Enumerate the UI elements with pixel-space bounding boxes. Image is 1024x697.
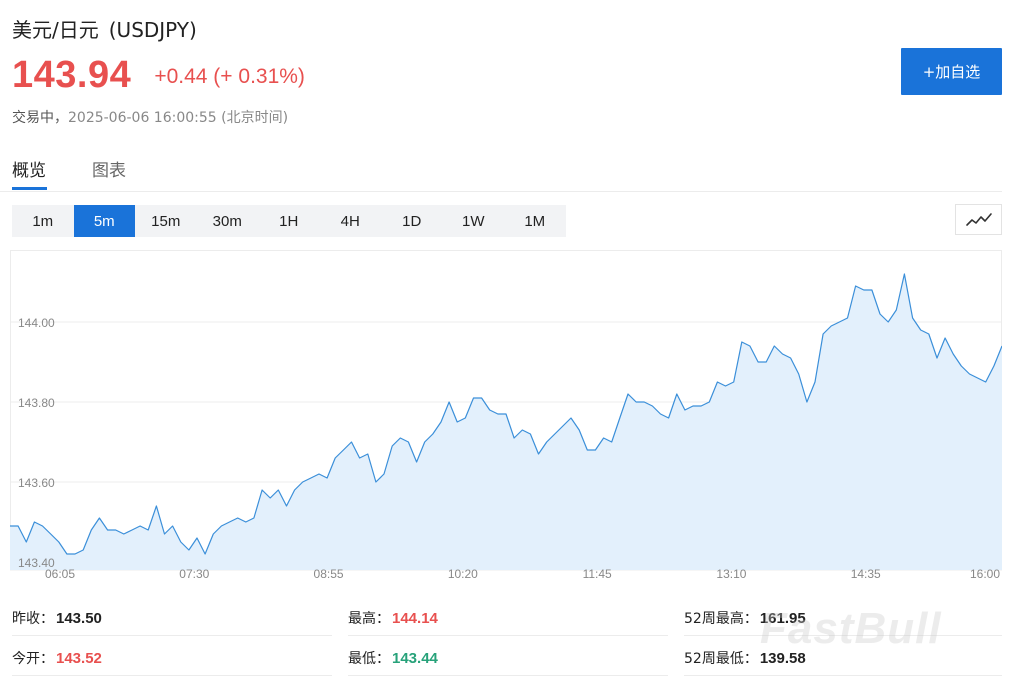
- x-tick-label: 10:20: [448, 567, 478, 581]
- y-tick-label: 144.00: [18, 316, 55, 330]
- stat-open: 今开： 143.52: [12, 648, 102, 668]
- interval-30m[interactable]: 30m: [212, 212, 242, 230]
- status-timestamp: 2025-06-06 16:00:55 (北京时间): [68, 110, 289, 126]
- divider: [348, 635, 668, 636]
- instrument-title: 美元/日元 (USDJPY): [12, 14, 197, 43]
- y-tick-label: 143.60: [18, 476, 55, 490]
- tab-chart[interactable]: 图表: [92, 161, 126, 181]
- interval-5m[interactable]: 5m: [73, 205, 135, 237]
- stat-value: 143.44: [392, 650, 438, 667]
- interval-4h[interactable]: 4H: [340, 212, 360, 230]
- current-price: 143.94: [12, 54, 132, 96]
- interval-1h[interactable]: 1H: [279, 212, 299, 230]
- stat-label: 52周最高：: [684, 611, 758, 627]
- instrument-name: 美元/日元: [12, 18, 99, 42]
- chart-type-button[interactable]: [955, 204, 1002, 235]
- price-change: +0.44 (+ 0.31%): [154, 65, 305, 88]
- stat-value: 143.50: [56, 610, 102, 627]
- stat-label: 52周最低：: [684, 651, 758, 667]
- stat-52w-low: 52周最低： 139.58: [684, 648, 806, 668]
- active-tab-indicator: [12, 187, 47, 190]
- main-tabs: 概览 图表: [0, 148, 1002, 192]
- tab-overview[interactable]: 概览: [12, 161, 46, 181]
- status-text: 交易中，: [12, 110, 68, 126]
- x-tick-label: 07:30: [179, 567, 209, 581]
- series-area: [10, 274, 1002, 570]
- divider: [348, 675, 668, 676]
- stat-prev-close: 昨收： 143.50: [12, 608, 102, 628]
- x-tick-label: 06:05: [45, 567, 75, 581]
- x-tick-label: 16:00: [970, 567, 1000, 581]
- stat-value: 139.58: [759, 650, 806, 667]
- stat-low: 最低： 143.44: [348, 648, 438, 668]
- divider: [684, 635, 1002, 636]
- trading-status: 交易中，2025-06-06 16:00:55 (北京时间): [12, 107, 288, 127]
- stat-high: 最高： 144.14: [348, 608, 438, 628]
- interval-selector: 1m 5m 15m 30m 1H 4H 1D 1W 1M: [12, 205, 566, 237]
- x-tick-label: 11:45: [583, 567, 612, 581]
- series-line: [10, 273, 1002, 555]
- x-tick-label: 08:55: [314, 567, 344, 581]
- stat-label: 最高：: [348, 611, 390, 627]
- x-tick-label: 13:10: [716, 567, 746, 581]
- line-chart-icon: [965, 212, 992, 226]
- divider: [684, 675, 1002, 676]
- stat-label: 今开：: [12, 651, 54, 667]
- price-row: 143.94 +0.44 (+ 0.31%): [12, 54, 305, 97]
- divider: [12, 635, 332, 636]
- stat-52w-high: 52周最高： 161.95: [684, 608, 806, 628]
- interval-1d[interactable]: 1D: [402, 212, 422, 230]
- y-tick-label: 143.80: [18, 396, 55, 410]
- x-tick-label: 14:35: [851, 567, 881, 581]
- interval-1m[interactable]: 1m: [32, 212, 54, 230]
- add-to-watchlist-button[interactable]: +加自选: [901, 48, 1002, 95]
- divider: [12, 675, 332, 676]
- stat-value: 144.14: [392, 610, 438, 627]
- instrument-code: (USDJPY): [108, 18, 197, 42]
- interval-1w[interactable]: 1W: [462, 212, 485, 230]
- stat-value: 161.95: [759, 610, 806, 627]
- y-tick-label: 143.40: [18, 556, 55, 570]
- interval-1mo[interactable]: 1M: [524, 212, 546, 230]
- stat-value: 143.52: [56, 650, 102, 667]
- stat-label: 昨收：: [12, 611, 54, 627]
- interval-15m[interactable]: 15m: [151, 212, 181, 230]
- price-chart[interactable]: 144.00 143.80 143.60 143.40 06:05 07:30 08:55 1…: [10, 250, 1002, 590]
- stat-label: 最低：: [348, 651, 390, 667]
